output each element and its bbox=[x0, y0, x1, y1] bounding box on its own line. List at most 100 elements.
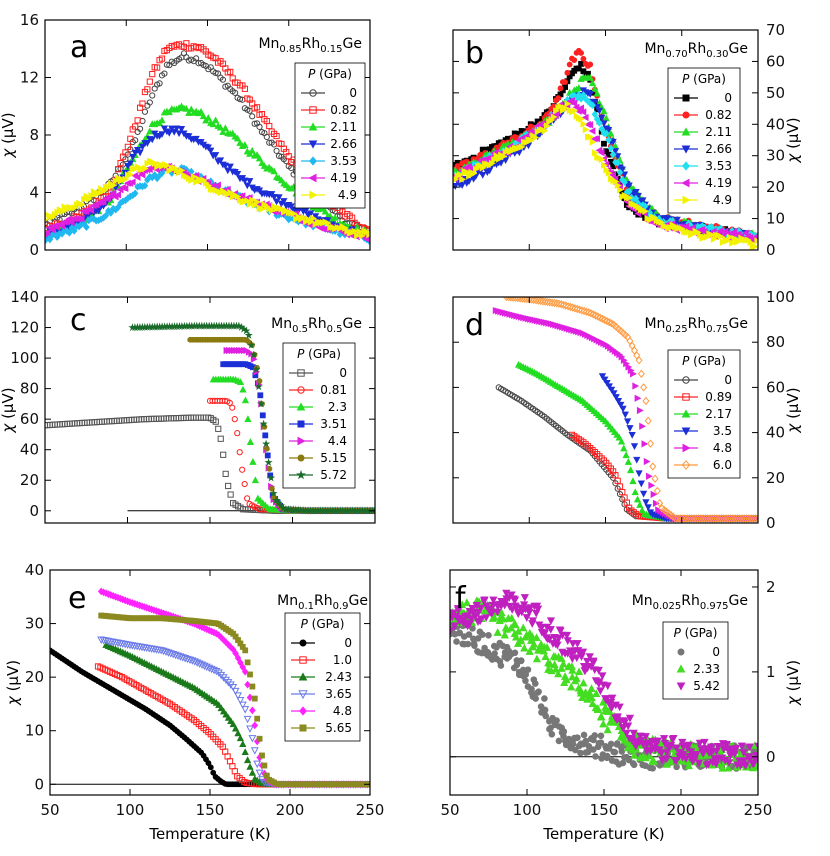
data-point bbox=[617, 437, 626, 445]
y-tick-label: 0 bbox=[766, 514, 776, 532]
data-point bbox=[331, 213, 339, 221]
legend-label: 0 bbox=[339, 366, 347, 380]
legend-label: 0 bbox=[712, 645, 720, 659]
data-point bbox=[754, 742, 758, 750]
formula-subscript: 0.70 bbox=[665, 49, 687, 60]
data-point bbox=[513, 661, 521, 669]
data-point bbox=[688, 514, 696, 523]
legend-entry: 0.82 bbox=[301, 103, 357, 117]
data-point bbox=[124, 143, 131, 150]
data-point bbox=[621, 411, 629, 419]
data-point bbox=[244, 331, 253, 339]
data-point bbox=[619, 405, 627, 413]
data-point bbox=[637, 480, 645, 488]
formula-subscript: 0.15 bbox=[320, 44, 342, 55]
data-point bbox=[590, 746, 597, 753]
y-tick-label: 120 bbox=[10, 319, 39, 337]
data-point bbox=[221, 397, 228, 404]
data-point bbox=[522, 677, 529, 685]
legend-title-var: P bbox=[301, 617, 309, 631]
legend-label: 4.4 bbox=[328, 434, 347, 448]
legend-label: 5.72 bbox=[320, 468, 347, 482]
data-point bbox=[753, 233, 758, 239]
data-point bbox=[261, 439, 271, 448]
data-point bbox=[598, 155, 606, 164]
data-point bbox=[456, 629, 463, 637]
data-point bbox=[212, 116, 220, 124]
data-point bbox=[524, 666, 532, 673]
legend: P (GPa)00.892.173.54.86.0 bbox=[667, 349, 741, 479]
data-point bbox=[642, 396, 650, 406]
data-point bbox=[600, 107, 608, 115]
legend-entry: 0 bbox=[291, 636, 352, 650]
legend-title-unit: (GPa) bbox=[308, 617, 345, 631]
data-point bbox=[640, 383, 648, 392]
data-point bbox=[190, 173, 198, 181]
formula-element: Mn bbox=[632, 593, 653, 609]
legend-marker bbox=[682, 443, 691, 453]
x-tick-label: 150 bbox=[590, 801, 619, 819]
data-point bbox=[501, 157, 510, 164]
y-tick-label: 16 bbox=[20, 11, 39, 29]
data-point bbox=[532, 133, 540, 142]
data-point bbox=[635, 470, 643, 478]
data-point bbox=[569, 740, 577, 748]
data-point bbox=[711, 514, 719, 523]
data-point bbox=[243, 715, 252, 724]
data-point bbox=[205, 760, 212, 766]
data-point bbox=[588, 699, 597, 707]
data-point bbox=[569, 303, 577, 312]
formula-subscript: 0.25 bbox=[665, 324, 687, 335]
legend-entry: 0.89 bbox=[674, 390, 732, 404]
data-point bbox=[241, 706, 250, 714]
legend-marker bbox=[681, 127, 691, 136]
x-tick-label: 100 bbox=[513, 801, 542, 819]
data-point bbox=[652, 499, 660, 508]
data-point bbox=[471, 642, 478, 649]
data-point bbox=[609, 138, 617, 146]
data-point bbox=[626, 425, 634, 432]
data-point bbox=[562, 79, 568, 85]
legend-label: 3.51 bbox=[320, 417, 347, 431]
data-point bbox=[562, 631, 572, 640]
legend-label: 3.53 bbox=[705, 159, 732, 173]
compound-formula: Mn0.025Rh0.975Ge bbox=[632, 593, 748, 612]
data-point bbox=[579, 678, 588, 687]
data-point bbox=[249, 458, 257, 465]
data-point bbox=[227, 491, 234, 498]
data-point bbox=[629, 477, 637, 485]
data-point bbox=[634, 394, 642, 402]
data-point bbox=[216, 123, 225, 131]
data-point bbox=[239, 663, 247, 672]
data-point bbox=[645, 751, 655, 760]
data-point bbox=[678, 514, 687, 523]
data-point bbox=[555, 95, 562, 101]
data-point bbox=[613, 713, 622, 722]
legend-entry: 2.11 bbox=[674, 125, 732, 139]
data-point bbox=[479, 172, 487, 179]
data-point bbox=[247, 671, 253, 678]
data-point bbox=[157, 647, 166, 655]
data-point bbox=[740, 514, 748, 523]
data-point bbox=[285, 153, 292, 160]
formula-element: Mn bbox=[277, 593, 298, 609]
data-point bbox=[162, 648, 170, 657]
data-point bbox=[234, 692, 242, 700]
x-tick-label: 100 bbox=[116, 801, 145, 819]
data-point bbox=[141, 108, 149, 115]
data-point bbox=[178, 166, 186, 174]
data-point bbox=[217, 435, 224, 442]
data-point bbox=[553, 299, 561, 308]
y-axis-label: χ (μV) bbox=[0, 112, 17, 158]
data-point bbox=[568, 672, 577, 681]
data-point bbox=[638, 506, 646, 514]
series-c-5.72 bbox=[128, 321, 375, 515]
data-point bbox=[580, 55, 587, 62]
data-point bbox=[605, 169, 613, 177]
legend-entry: 4.8 bbox=[674, 441, 732, 455]
formula-subscript: 0.30 bbox=[706, 49, 728, 60]
y-tick-label: 50 bbox=[766, 84, 785, 102]
data-point bbox=[464, 640, 472, 648]
data-point bbox=[649, 765, 657, 772]
